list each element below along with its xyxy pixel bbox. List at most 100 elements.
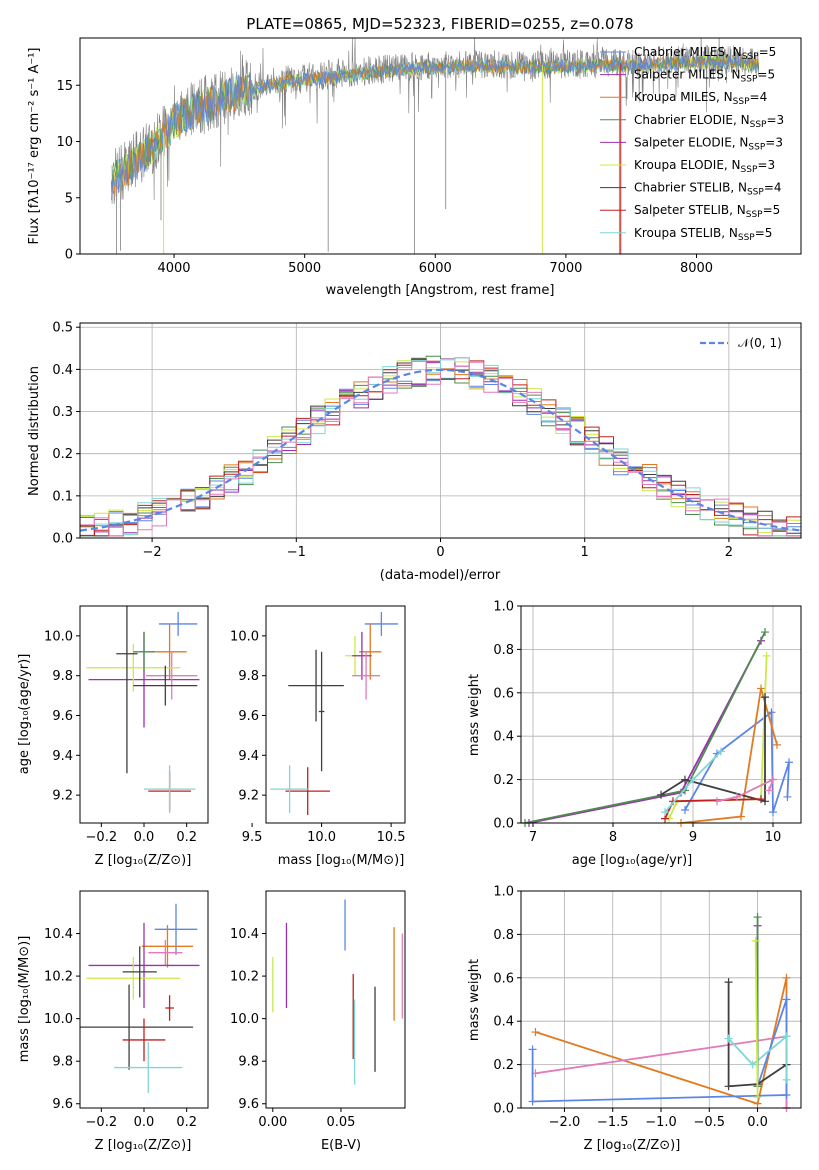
y-tick-label: 10.0 [44, 1012, 73, 1027]
y-tick-label: 9.2 [238, 789, 259, 804]
age-z-xlabel: Z [log₁₀(Z/Z⊙)] [95, 853, 192, 868]
weight-age-xlabel: age [log₁₀(age/yr)] [572, 853, 693, 868]
weight-marker-2-5 [783, 792, 792, 801]
residual-axes-frame [79, 322, 802, 539]
mass-vs-extinction-panel: 0.00 0.05 9.6 9.8 10.0 10.2 10.4 [230, 890, 406, 1130]
y-tick-label: 0.6 [493, 971, 514, 986]
y-tick-label: 0.8 [493, 928, 514, 943]
legend-sub: SSP [747, 188, 764, 198]
residual-legend: 𝒩(0, 1) [700, 336, 782, 350]
x-tick-label: 6000 [419, 261, 452, 276]
weight-marker-6-2 [757, 795, 765, 804]
y-tick-label: 9.8 [238, 669, 259, 684]
x-tick-label: 8 [609, 830, 617, 845]
p-wAge-frame [520, 605, 802, 824]
legend-entry-0: Chabrier MILES, NSSP=5 [634, 45, 776, 62]
x-tick-label: 10 [765, 830, 782, 845]
x-tick-label: 0.0 [134, 830, 155, 845]
spectrum-ylabel: Flux [fλ10⁻¹⁷ erg cm⁻² s⁻¹ A⁻¹] [27, 48, 42, 245]
weight-marker-4-1 [748, 1060, 757, 1069]
legend-sub: SSP [741, 165, 758, 175]
y-tick-label: 0.3 [52, 405, 73, 420]
y-tick-label: 0.4 [493, 1015, 514, 1030]
weight-marker-7-1 [733, 792, 741, 801]
y-tick-label: 0.0 [493, 1102, 514, 1117]
weight-marker-5-0 [657, 790, 665, 799]
legend-tail: =5 [757, 68, 775, 82]
model-spectrum-4 [110, 55, 759, 197]
legend-tail: =3 [766, 113, 784, 127]
weight-marker-4-3 [762, 651, 771, 660]
weight-series-3 [727, 982, 788, 1088]
x-tick-label: −1 [287, 545, 306, 560]
x-tick-label: 0.0 [134, 1115, 155, 1130]
legend-sub: SSP [741, 75, 758, 85]
weight-marker-6-0 [753, 913, 762, 922]
normal-distribution-curve [79, 368, 802, 532]
weight-series-5 [660, 697, 766, 803]
y-tick-label: 0.5 [52, 321, 73, 336]
weight-marker-7-0 [713, 797, 721, 806]
x-tick-label: 0.00 [258, 1115, 287, 1130]
legend-entry-3: Chabrier ELODIE, NSSP=3 [634, 113, 784, 130]
residual-panel: −2 −1 0 1 2 0.0 0.1 0.2 0.3 0.4 0.5 (data-model)/e… [27, 321, 802, 583]
y-tick-label: 9.8 [238, 1055, 259, 1070]
weight-marker-7-3 [765, 786, 773, 795]
x-tick-label: 2 [725, 545, 733, 560]
y-tick-label: 0.6 [493, 686, 514, 701]
y-tick-label: 9.8 [52, 1055, 73, 1070]
legend-entry-7: Salpeter STELIB, NSSP=5 [634, 203, 780, 220]
legend-sub: SSP [748, 142, 765, 152]
y-tick-label: 9.6 [238, 1097, 259, 1112]
weight-series-4 [727, 1034, 788, 1080]
weight-marker-3-2 [757, 684, 765, 693]
x-tick-label: 5000 [288, 261, 321, 276]
y-tick-label: 9.6 [52, 709, 73, 724]
legend-label: Kroupa ELODIE, N [634, 158, 741, 172]
weight-marker-4-0 [724, 1034, 733, 1043]
y-tick-label: 15 [56, 79, 73, 94]
legend-tail: =3 [765, 135, 783, 149]
residual-histogram-8 [80, 360, 801, 537]
weight-z-xlabel: Z [log₁₀(Z/Z⊙)] [584, 1138, 681, 1153]
x-tick-label: 9 [689, 830, 697, 845]
weight-series-2 [684, 710, 790, 813]
legend-sub: SSP [742, 52, 759, 62]
x-tick-label: −2.0 [549, 1115, 581, 1130]
mass-ebv-xlabel: E(B-V) [321, 1138, 361, 1153]
y-tick-label: 9.4 [238, 749, 259, 764]
weight-marker-2-4 [785, 758, 793, 767]
y-tick-label: 0.2 [52, 447, 73, 462]
spectrum-title: PLATE=0865, MJD=52323, FIBERID=0255, z=0… [246, 15, 633, 33]
weight-marker-8-1 [689, 775, 697, 784]
spectrum-plot-area: 4000 5000 6000 7000 8000 0 5 10 15 [56, 37, 802, 276]
weight-marker-2-0 [528, 1045, 537, 1054]
x-tick-label: −0.5 [693, 1115, 725, 1130]
x-tick-label: 0.2 [176, 830, 197, 845]
weight-marker-5-3 [761, 693, 769, 702]
weight-series-7 [754, 940, 759, 1098]
x-tick-label: 0 [436, 545, 444, 560]
normal-legend-label: 𝒩(0, 1) [738, 336, 782, 350]
p-wZ-frame [520, 890, 802, 1109]
legend-label: Salpeter MILES, N [634, 68, 741, 82]
weight-series-3 [680, 688, 778, 823]
weight-marker-8-2 [717, 747, 725, 756]
residual-ylabel: Normed distribution [27, 366, 42, 496]
legend-tail: =4 [750, 90, 768, 104]
weight-marker-2-1 [528, 1097, 537, 1106]
weight-marker-3-1 [737, 812, 745, 821]
age-vs-metallicity-panel: −0.2 0.0 0.2 9.2 9.4 9.6 9.8 10.0 [44, 605, 209, 845]
mass-z-xlabel: Z [log₁₀(Z/Z⊙)] [95, 1138, 192, 1153]
legend-label: Kroupa STELIB, N [634, 226, 738, 240]
weight-marker-4-3 [782, 1075, 791, 1084]
x-tick-label: −1.5 [597, 1115, 629, 1130]
x-tick-label: 7000 [549, 261, 582, 276]
legend-entry-2: Kroupa MILES, NSSP=4 [634, 90, 767, 107]
weight-marker-4-2 [782, 1032, 791, 1041]
legend-label: Chabrier ELODIE, N [634, 113, 750, 127]
y-tick-label: 1.0 [493, 600, 514, 615]
legend-label: Salpeter STELIB, N [634, 203, 746, 217]
